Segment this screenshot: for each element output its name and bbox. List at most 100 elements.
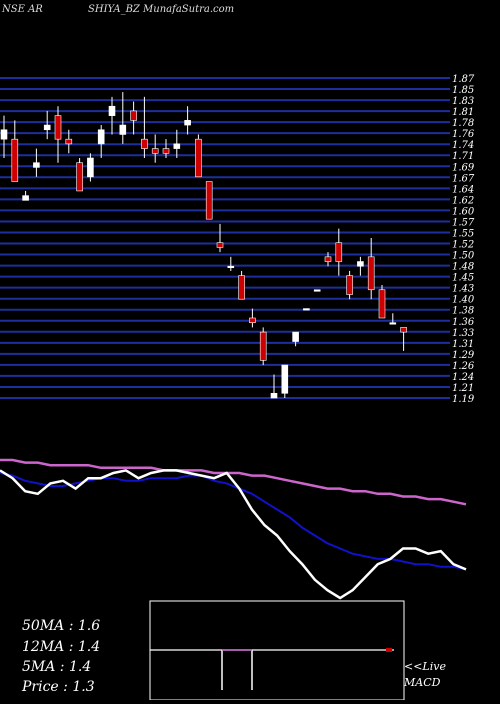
candle-body-down [151,148,159,154]
legend-ma12: 12MA : 1.4 [22,639,101,655]
y-tick-label: 1.67 [452,173,475,184]
candle-body-down [141,138,148,149]
candle [65,129,73,154]
candle-body-down [195,138,202,178]
candle [0,115,8,158]
candle-body-down [65,138,73,145]
y-tick-label: 1.55 [452,228,474,239]
y-tick-label: 1.29 [452,350,475,361]
candle-body-down [238,275,245,300]
y-tick-label: 1.36 [452,317,475,328]
candle [346,270,353,300]
candle-body-up [313,289,321,292]
ma-line-5ma [0,469,467,600]
candle-body-up [227,265,235,269]
candle-body-down [130,110,137,121]
candle [335,228,343,276]
price-axis-ticks: 1.871.851.831.811.781.761.741.711.691.67… [452,74,475,405]
y-tick-label: 1.83 [452,96,474,107]
y-tick-label: 1.81 [452,107,474,118]
chart-header-title: SHIYA_BZ MunafaSutra.com [88,4,235,15]
y-tick-label: 1.40 [452,295,475,306]
candle [292,331,299,347]
candle [324,252,332,267]
candle-body-up [119,124,127,135]
candle [33,148,40,177]
candle [151,134,159,163]
candle [11,120,19,182]
candle-body-up [173,143,181,149]
candle [141,96,148,158]
legend-ma5: 5MA : 1.4 [22,659,92,675]
y-tick-label: 1.69 [452,162,475,173]
candle-body-down [216,242,224,248]
candle-body-up [43,124,51,131]
candle [281,364,289,398]
y-tick-label: 1.26 [452,361,475,372]
candle [76,158,83,192]
y-tick-label: 1.31 [452,339,474,350]
candle-body-up [292,331,299,342]
candle [367,238,375,300]
y-tick-label: 1.60 [452,206,475,217]
y-tick-label: 1.85 [452,85,474,96]
candle [22,190,29,201]
candle [162,139,170,158]
candle-body-up [184,120,191,126]
candle [313,289,321,292]
candle [130,101,137,135]
y-tick-label: 1.62 [452,195,474,206]
candle [378,285,386,319]
candle [227,256,235,271]
candle [43,110,51,140]
candle-body-up [281,364,289,394]
candle [195,134,202,178]
y-tick-label: 1.43 [452,284,474,295]
candle-body-down [249,317,256,324]
candle [173,129,181,158]
candle-body-down [54,115,62,140]
candle-body-down [324,256,332,262]
candle [389,313,397,325]
macd-line [152,650,402,674]
candle-body-down [400,327,407,333]
candle [205,181,213,220]
live-label: <<Live [404,660,446,673]
candle [184,106,191,135]
y-tick-label: 1.24 [452,372,474,383]
candlesticks [0,92,407,399]
moving-averages-panel [0,458,467,600]
legend-ma50: 50MA : 1.6 [22,618,101,634]
y-tick-label: 1.52 [452,240,474,251]
legend-price: Price : 1.3 [22,679,95,695]
candle [216,223,224,253]
candle-body-down [76,162,83,192]
candle-body-down [162,148,170,154]
candle-body-down [346,275,353,295]
candle-body-down [11,138,19,182]
candle [249,308,256,328]
candle-body-down [259,331,267,361]
candle-body-up [22,195,29,201]
candle-body-down [378,289,386,319]
candle-body-down [205,181,213,220]
candle [108,96,116,135]
y-tick-label: 1.38 [452,306,474,317]
y-tick-label: 1.64 [452,184,474,195]
candle-body-down [367,256,375,291]
y-tick-label: 1.74 [452,140,474,151]
candle-body-up [33,162,40,168]
candle [238,270,245,300]
y-tick-label: 1.19 [452,394,475,405]
candle [303,308,310,311]
candle [119,92,127,144]
candle-body-up [108,105,116,116]
y-tick-label: 1.50 [452,251,475,262]
y-tick-label: 1.45 [452,273,474,284]
candle [400,327,407,351]
candle [87,153,94,182]
candle [259,327,267,366]
y-tick-label: 1.33 [452,328,474,339]
